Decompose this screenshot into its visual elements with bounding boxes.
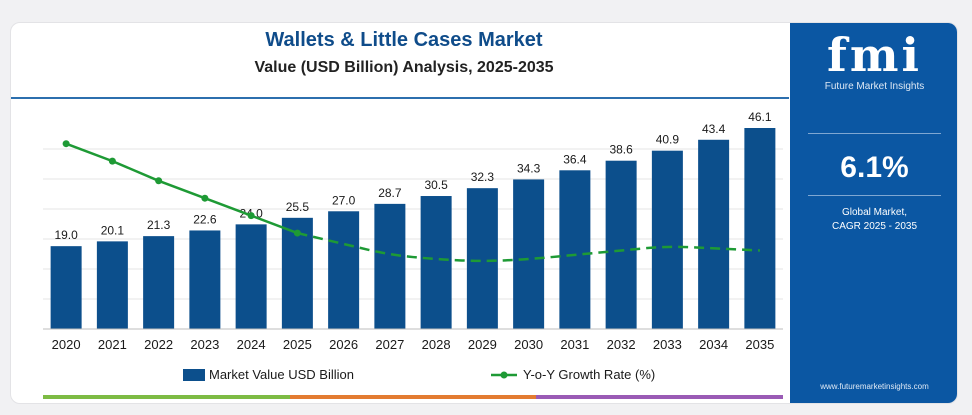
strip-green [43,395,290,399]
x-tick-label: 2021 [98,337,127,352]
bar-2028 [420,196,452,329]
x-tick-label: 2028 [422,337,451,352]
fmi-side-panel: fmi Future Market Insights 6.1% Global M… [790,23,957,403]
legend-line-label: Y-o-Y Growth Rate (%) [523,367,655,382]
bar-value-label: 25.5 [286,200,310,214]
legend-bar-label: Market Value USD Billion [209,367,354,382]
market-chart: 19.0202020.1202121.3202222.6202324.02024… [43,110,783,382]
x-tick-label: 2027 [375,337,404,352]
strip-orange [289,395,537,399]
panel-divider-top [808,133,941,134]
x-tick-label: 2034 [699,337,728,352]
cagr-caption-line1: Global Market, [841,207,908,218]
bar-value-label: 38.6 [609,143,633,157]
bar-2035 [744,128,776,329]
bar-2034 [698,139,730,329]
chart-title: Wallets & Little Cases Market [265,29,543,51]
bar-2021 [96,241,128,329]
bar-value-label: 21.3 [147,218,171,232]
growth-point-2021 [108,157,116,165]
chart-card: Wallets & Little Cases Market Value (USD… [10,22,958,404]
bar-value-label: 36.4 [563,152,587,166]
cagr-value: 6.1% [840,151,909,184]
panel-divider-bottom [808,195,941,196]
bar-value-label: 22.6 [193,212,217,226]
bar-2023 [189,230,221,329]
x-tick-label: 2032 [607,337,636,352]
growth-line-historical [65,142,298,235]
legend-bar-swatch [183,369,205,381]
bar-value-label: 27.0 [332,193,356,207]
bar-value-label: 40.9 [656,133,680,147]
bar-value-label: 28.7 [378,186,402,200]
bar-value-label: 30.5 [424,178,448,192]
bar-value-label: 19.0 [54,228,78,242]
bar-2024 [235,224,267,329]
legend-line-marker [500,371,508,379]
bar-2026 [328,211,360,329]
bar-value-label: 32.3 [471,170,495,184]
growth-point-2025 [293,229,301,237]
header-rule [11,97,789,99]
growth-point-2020 [62,140,70,148]
x-tick-label: 2023 [190,337,219,352]
bar-2027 [374,203,406,329]
bottom-color-strip [43,395,784,399]
growth-point-2024 [247,212,255,220]
bar-2031 [559,170,591,329]
x-tick-label: 2020 [52,337,81,352]
bar-2033 [651,150,683,329]
chart-subtitle: Value (USD Billion) Analysis, 2025-2035 [254,59,554,76]
bar-2032 [605,160,637,329]
x-tick-label: 2026 [329,337,358,352]
bar-2030 [513,179,545,329]
growth-line-forecast [297,231,760,263]
x-tick-label: 2022 [144,337,173,352]
growth-point-2022 [155,177,163,185]
bar-value-label: 43.4 [702,122,726,136]
cagr-caption-line2: CAGR 2025 - 2035 [831,221,918,232]
x-tick-label: 2030 [514,337,543,352]
bar-value-label: 20.1 [101,223,125,237]
x-tick-label: 2029 [468,337,497,352]
website-url: www.futuremarketinsights.com [820,382,929,391]
bar-2020 [50,246,82,329]
fmi-logo: fmi [827,28,922,82]
bar-2022 [143,236,175,329]
x-tick-label: 2025 [283,337,312,352]
growth-point-2023 [201,194,209,202]
bar-value-label: 46.1 [748,110,772,124]
x-tick-label: 2024 [237,337,266,352]
strip-purple [536,395,784,399]
bar-2029 [466,188,498,329]
fmi-logo-subtitle: Future Market Insights [824,81,925,92]
bar-value-label: 34.3 [517,161,541,175]
x-tick-label: 2033 [653,337,682,352]
cagr-caption: Global Market, CAGR 2025 - 2035 [808,206,941,234]
x-tick-label: 2035 [745,337,774,352]
x-tick-label: 2031 [560,337,589,352]
